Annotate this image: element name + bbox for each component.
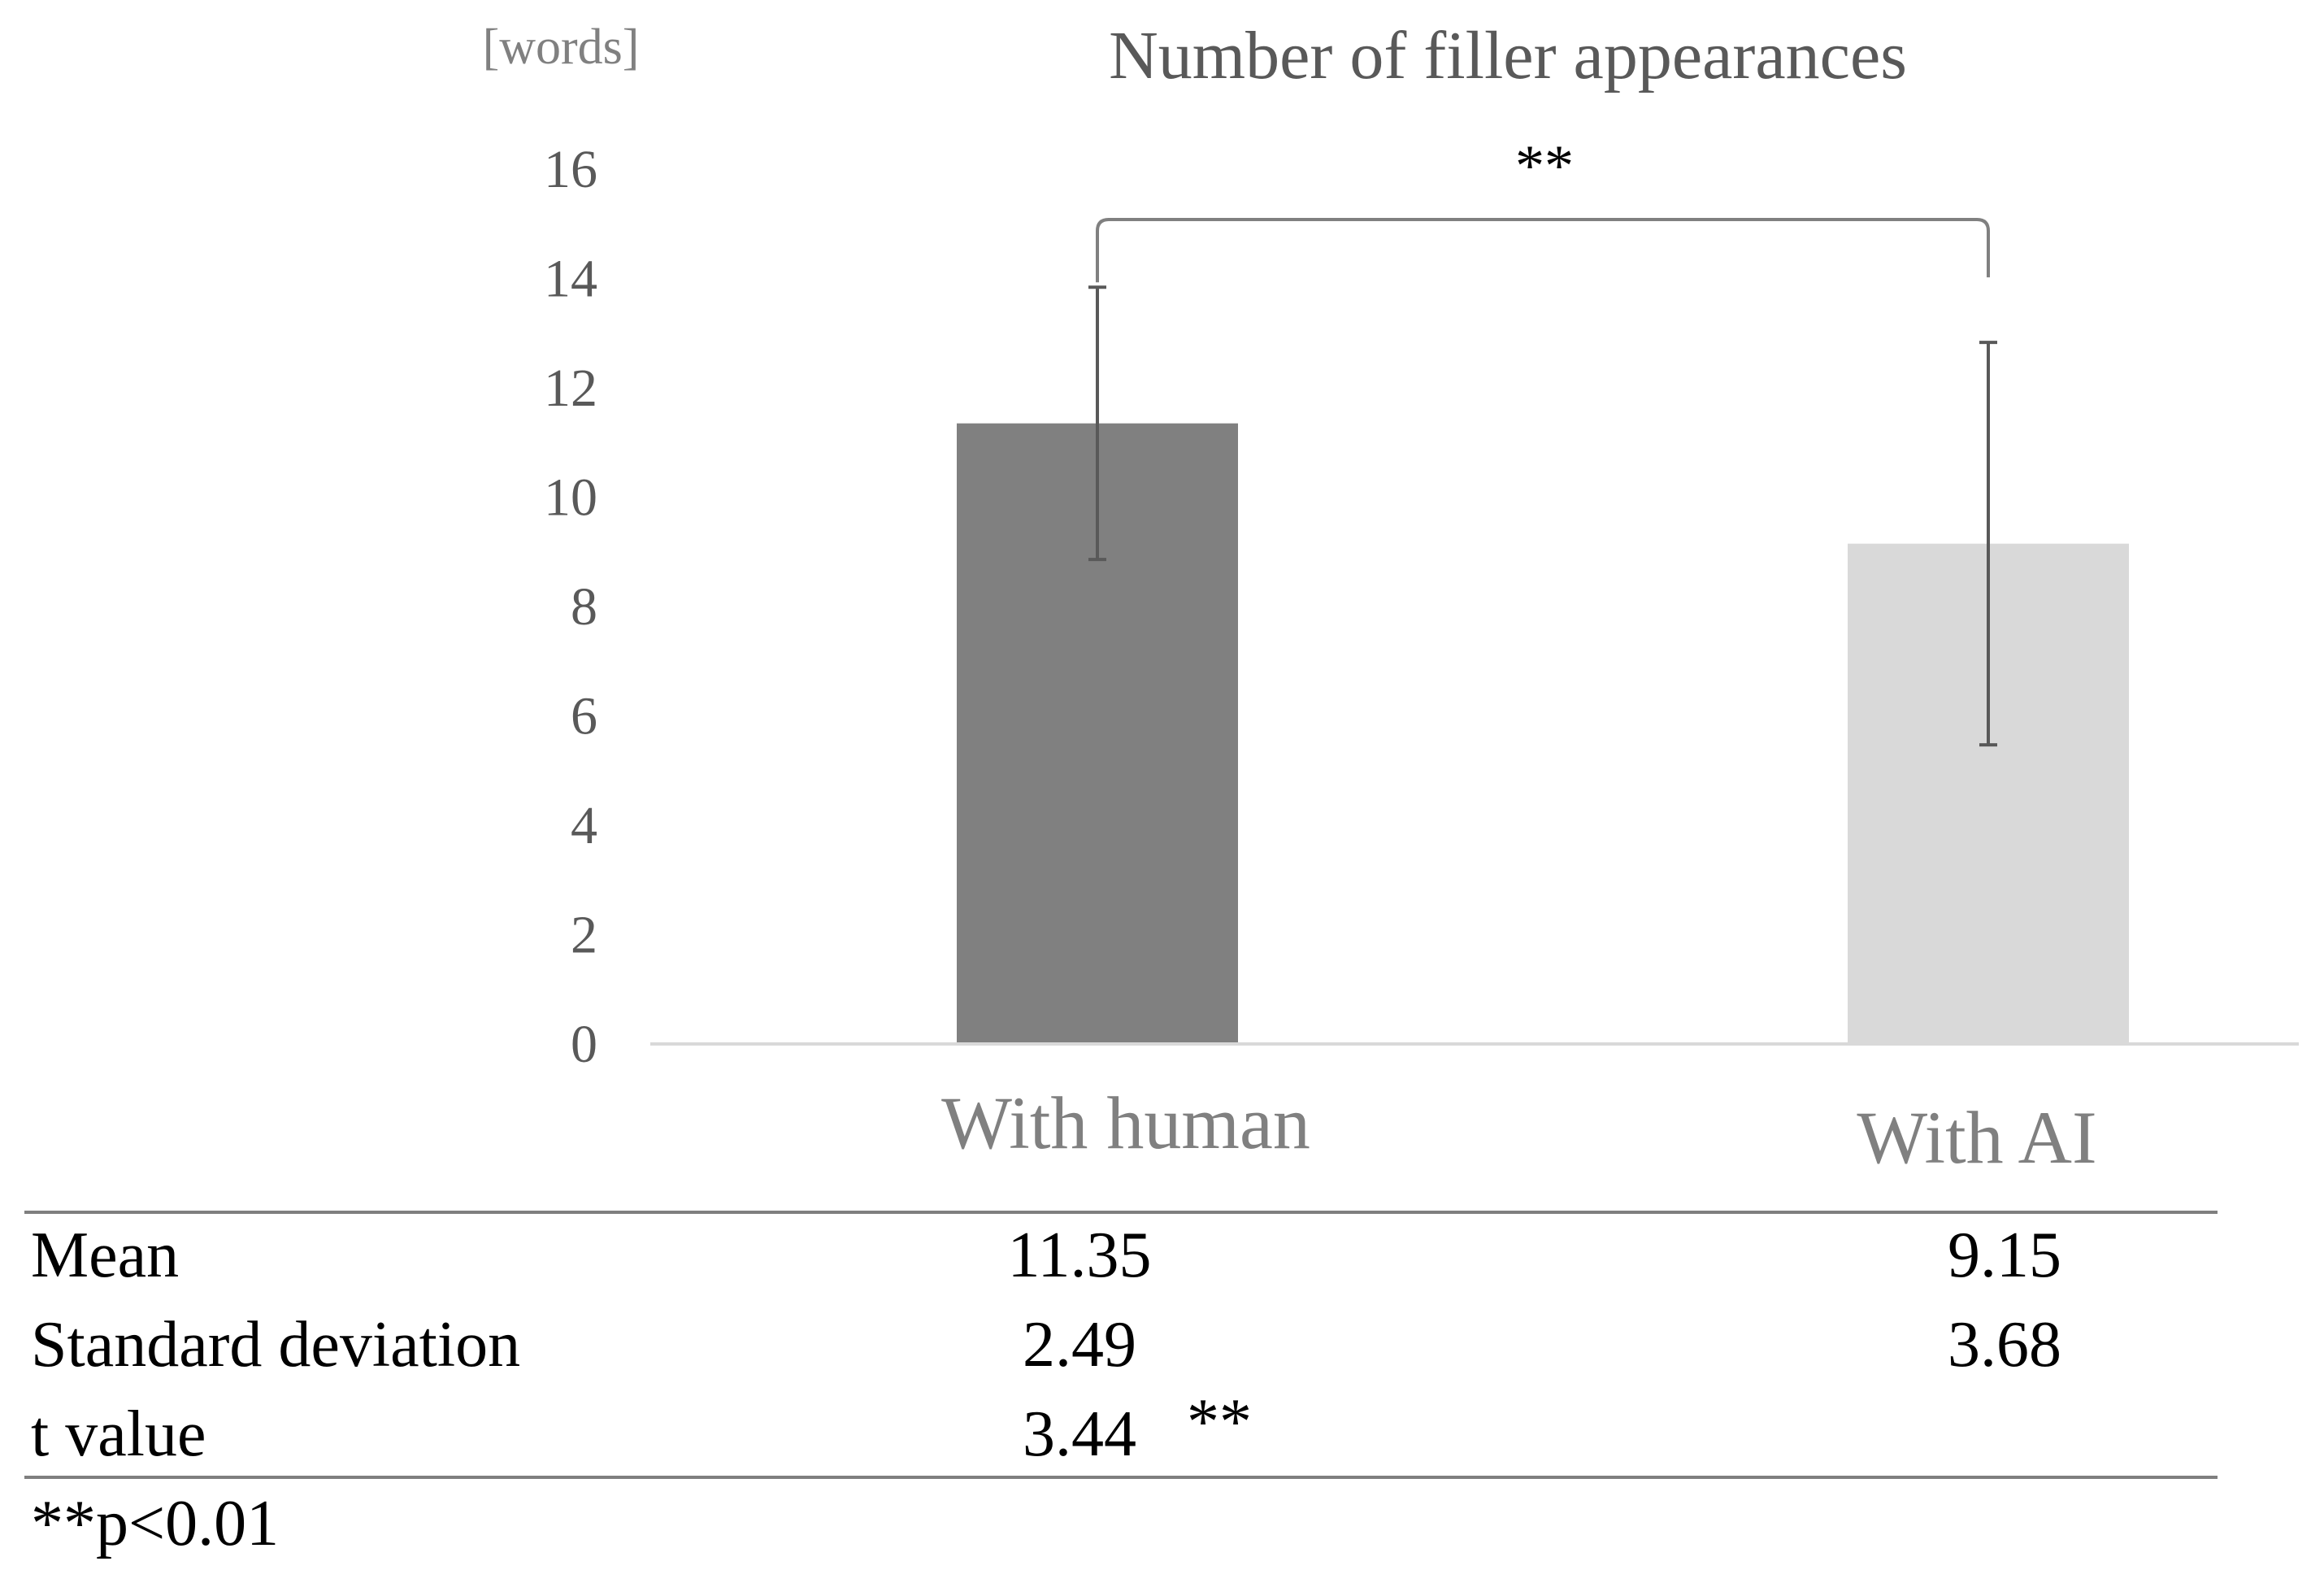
y-tick-label: 0 [571, 1015, 597, 1074]
y-tick-label: 16 [544, 140, 597, 199]
significance-bracket [1096, 218, 1990, 283]
y-tick-label: 4 [571, 796, 597, 855]
row-label-standard-deviation: Standard deviation [31, 1309, 520, 1381]
error-bar-with-human [1088, 285, 1106, 562]
x-tick-label-with-ai: With AI [1857, 1096, 2096, 1179]
axis-unit-label: [words] [483, 20, 640, 75]
cell-sd-with-ai: 3.68 [1948, 1309, 2061, 1381]
cell-mean-with-human: 11.35 [1007, 1220, 1151, 1291]
cell-sd-with-human: 2.49 [1023, 1309, 1136, 1381]
x-tick-label-with-human: With human [941, 1081, 1310, 1164]
table-footnote: **p<0.01 [31, 1488, 279, 1559]
y-axis: 0 2 4 6 8 10 12 14 16 [544, 140, 597, 1074]
significance-marker: ** [1515, 133, 1574, 198]
stats-table: Mean 11.35 9.15 Standard deviation 2.49 … [24, 1211, 2218, 1559]
y-tick-label: 14 [544, 250, 597, 309]
error-bar-with-ai [1979, 341, 1997, 747]
y-tick-label: 6 [571, 687, 597, 746]
y-tick-label: 10 [544, 468, 597, 528]
cell-t-value-significance: ** [1187, 1386, 1252, 1458]
row-label-t-value: t value [31, 1398, 206, 1470]
y-tick-label: 8 [571, 577, 597, 637]
row-label-mean: Mean [31, 1220, 179, 1291]
chart-title: Number of filler appearances [1109, 18, 1907, 94]
cell-t-value: 3.44 [1023, 1398, 1136, 1470]
cell-mean-with-ai: 9.15 [1948, 1220, 2061, 1291]
y-tick-label: 2 [571, 906, 597, 965]
y-tick-label: 12 [544, 359, 597, 418]
